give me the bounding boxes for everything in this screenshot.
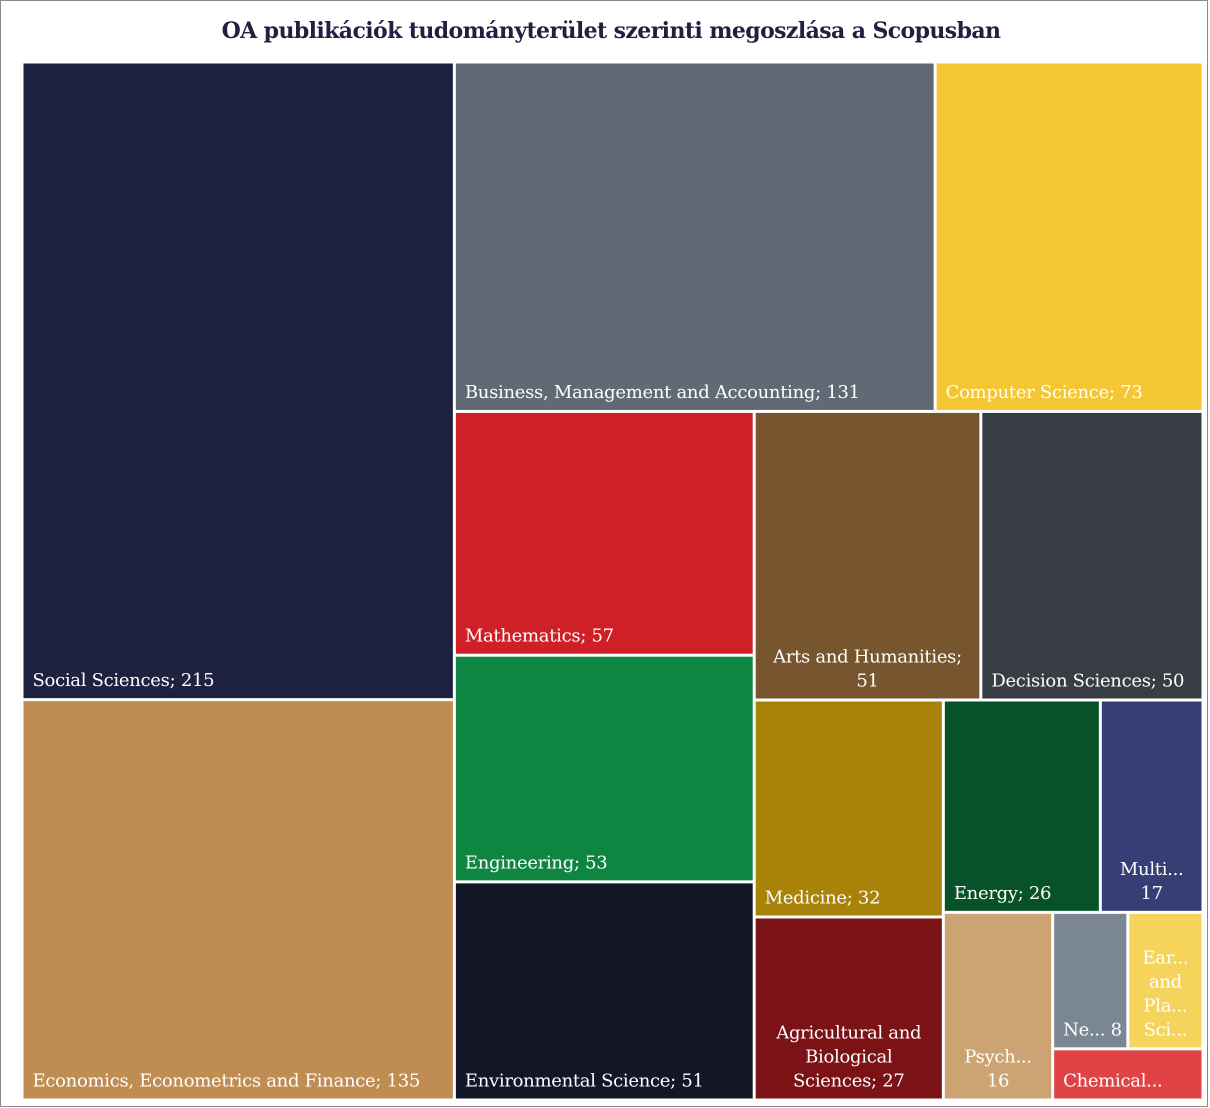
tile-label-line: Psych... (964, 1047, 1031, 1068)
tile-label-line: Decision Sciences (991, 670, 1150, 691)
tile-label: Psych... (964, 1047, 1031, 1068)
label-separator: ; (580, 626, 586, 647)
tile-label-line: Arts and Humanities (772, 646, 956, 667)
tile-label: Economics, Econometrics and Finance (33, 1071, 376, 1092)
tile (755, 412, 980, 699)
tile (944, 913, 1052, 1099)
tile (1054, 913, 1127, 1048)
tile-label-line: Energy (954, 883, 1019, 904)
tile-value-label: 215 (181, 670, 214, 691)
tile-value-label: 51 (681, 1071, 703, 1092)
chart-title: OA publikációk tudományterület szerinti … (222, 18, 1001, 44)
tile-label: Social Sciences (33, 670, 170, 691)
tile-label: Environmental Science (465, 1071, 670, 1092)
tile-label-line: Computer Science (946, 382, 1109, 403)
tile (23, 63, 453, 699)
tile-value-label: 17 (1141, 883, 1163, 904)
tile-label-line: Ear... (1142, 947, 1193, 968)
tile-value-label: 50 (1162, 670, 1184, 691)
tile-label: Business, Management and Accounting (465, 382, 815, 403)
tile (982, 412, 1202, 699)
tile-value-label: 26 (1029, 883, 1051, 904)
label-separator: ; (574, 852, 580, 873)
tile-label: Ne... (1063, 1019, 1105, 1040)
tile (1054, 1050, 1202, 1099)
tile-label: Decision Sciences (991, 670, 1150, 691)
tile-value-label: 32 (858, 887, 880, 908)
tile-label-line: Engineering (465, 852, 574, 873)
tile (455, 63, 934, 410)
tile (936, 63, 1202, 410)
tile (455, 412, 753, 654)
tile (755, 918, 942, 1099)
tile-value-label: 135 (387, 1071, 420, 1092)
label-separator: ; (871, 1071, 877, 1092)
label-separator: ; (375, 1071, 381, 1092)
tile-label-line: Agricultural and (775, 1023, 926, 1044)
label-separator: ; (815, 382, 821, 403)
tile-label: Chemical... (1063, 1071, 1162, 1092)
tile-label-line: Mathematics (465, 626, 581, 647)
tile-label: Medicine (765, 887, 847, 908)
label-separator: ; (670, 1071, 676, 1092)
tile-label-line: Chemical... (1063, 1071, 1162, 1092)
label-separator: ; (1109, 382, 1115, 403)
tile (455, 883, 753, 1099)
tile-label-line: and (1149, 971, 1187, 992)
tile-label-line: Medicine (765, 887, 847, 908)
tile-label: Ear... and Pla... Sci... (1142, 947, 1193, 1040)
tile-label: Computer Science (946, 382, 1109, 403)
tile-label-line: Business, Management and Accounting (465, 382, 815, 403)
tile-label-line: Sciences (793, 1071, 871, 1092)
tile (455, 656, 753, 881)
tile-label-line: Multi... (1120, 859, 1184, 880)
tile (755, 701, 942, 916)
tile (23, 701, 453, 1099)
tile (1101, 701, 1202, 911)
tile-value-label: 51 (856, 670, 878, 691)
tile-value-label: 73 (1120, 382, 1142, 403)
tile-label: Agricultural and Biological Sciences (775, 1023, 926, 1092)
tile (944, 701, 1099, 911)
tile-label-line: Economics, Econometrics and Finance (33, 1071, 376, 1092)
tile-label: Engineering (465, 852, 574, 873)
tile-value-label: 57 (592, 626, 614, 647)
tile-value-label: 131 (826, 382, 859, 403)
tile-label: Arts and Humanities (772, 646, 956, 667)
label-separator: ; (847, 887, 853, 908)
tile-label-line: Social Sciences (33, 670, 170, 691)
label-separator: ; (170, 670, 176, 691)
tile-label-line: Sci... (1144, 1019, 1188, 1040)
tile-label: Multi... (1120, 859, 1184, 880)
tile-label: Mathematics (465, 626, 581, 647)
tile-value-label: 27 (882, 1071, 904, 1092)
tile-label-line: Biological (805, 1047, 898, 1068)
tile-label-line: Pla... (1143, 995, 1192, 1016)
tile (1129, 913, 1202, 1048)
tile-label: Energy (954, 883, 1019, 904)
tile-label-line: Environmental Science (465, 1071, 670, 1092)
tile-value-label: 53 (585, 852, 607, 873)
tile-label-line: Ne... (1063, 1019, 1105, 1040)
label-separator: ; (1018, 883, 1024, 904)
tile-value-label: 8 (1111, 1019, 1122, 1040)
label-separator: ; (1151, 670, 1157, 691)
tile-value-label: 16 (987, 1071, 1009, 1092)
label-separator: ; (956, 646, 962, 667)
